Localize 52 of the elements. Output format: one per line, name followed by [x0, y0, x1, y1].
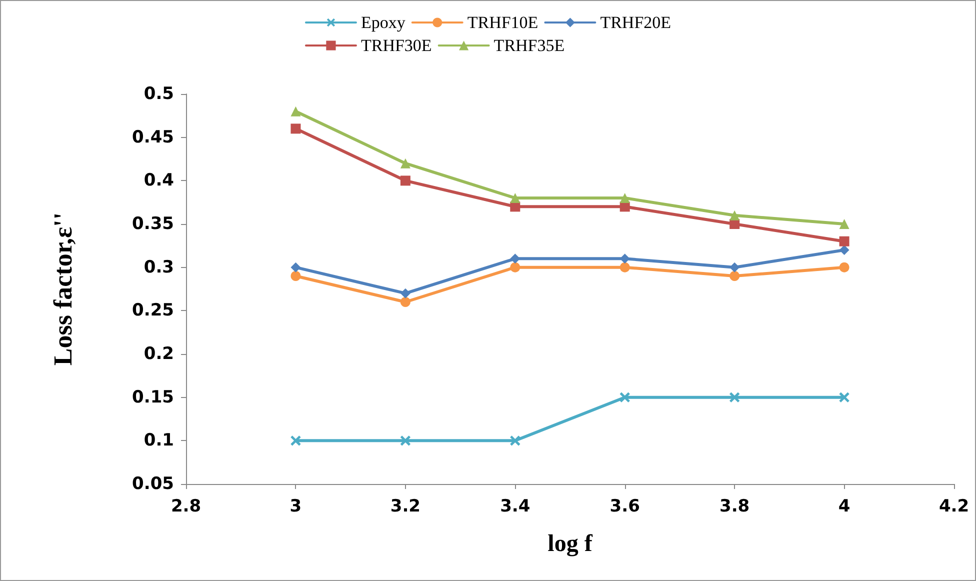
point [510, 262, 520, 272]
point [620, 193, 630, 203]
x-tick-label: 4 [838, 496, 850, 516]
x-tick-label: 3.2 [390, 496, 420, 516]
x-tick-label: 3.6 [610, 496, 640, 516]
point [510, 254, 520, 264]
y-tick-label: 0.45 [132, 127, 174, 148]
y-tick-label: 0.5 [144, 84, 174, 104]
point [290, 262, 301, 272]
legend-label: TRHF35E [494, 36, 565, 55]
point [510, 193, 520, 203]
point [729, 392, 740, 402]
point [839, 262, 850, 272]
point [620, 392, 630, 402]
point [839, 392, 850, 402]
point [400, 176, 410, 186]
y-tick-label: 0.25 [132, 300, 174, 321]
legend-label: TRHF30E [360, 36, 432, 55]
x-axis-title: log f [548, 531, 594, 557]
y-tick-label: 0.4 [144, 170, 174, 191]
point [839, 236, 850, 246]
point [400, 436, 411, 446]
point [400, 297, 410, 307]
y-tick-label: 0.3 [144, 257, 174, 278]
x-tick-label: 2.8 [170, 496, 202, 516]
x-tick-label: 4.2 [938, 496, 970, 516]
point [290, 106, 301, 116]
x-tick-label: 3 [290, 496, 302, 516]
point [730, 210, 740, 220]
point [290, 436, 301, 446]
y-axis-title: Loss factor,ε'' [48, 212, 78, 366]
point [400, 158, 410, 168]
point [620, 254, 630, 264]
point [290, 271, 301, 281]
y-tick-label: 0.35 [132, 214, 174, 234]
y-tick-label: 0.15 [132, 387, 174, 408]
y-tick-label: 0.2 [144, 344, 174, 364]
point [290, 124, 301, 134]
y-tick-label: 0.05 [132, 474, 174, 494]
legend-label: Epoxy [360, 13, 406, 32]
y-tick-label: 0.1 [144, 430, 174, 451]
point [620, 262, 630, 272]
x-tick-label: 3.4 [500, 496, 530, 516]
point [730, 271, 740, 281]
point [400, 288, 410, 298]
legend-label: TRHF10E [467, 13, 538, 32]
x-tick-label: 3.8 [720, 496, 750, 516]
point [839, 219, 850, 229]
point [730, 262, 740, 272]
point [839, 245, 850, 255]
point [510, 436, 520, 446]
legend-label: TRHF20E [600, 13, 672, 32]
